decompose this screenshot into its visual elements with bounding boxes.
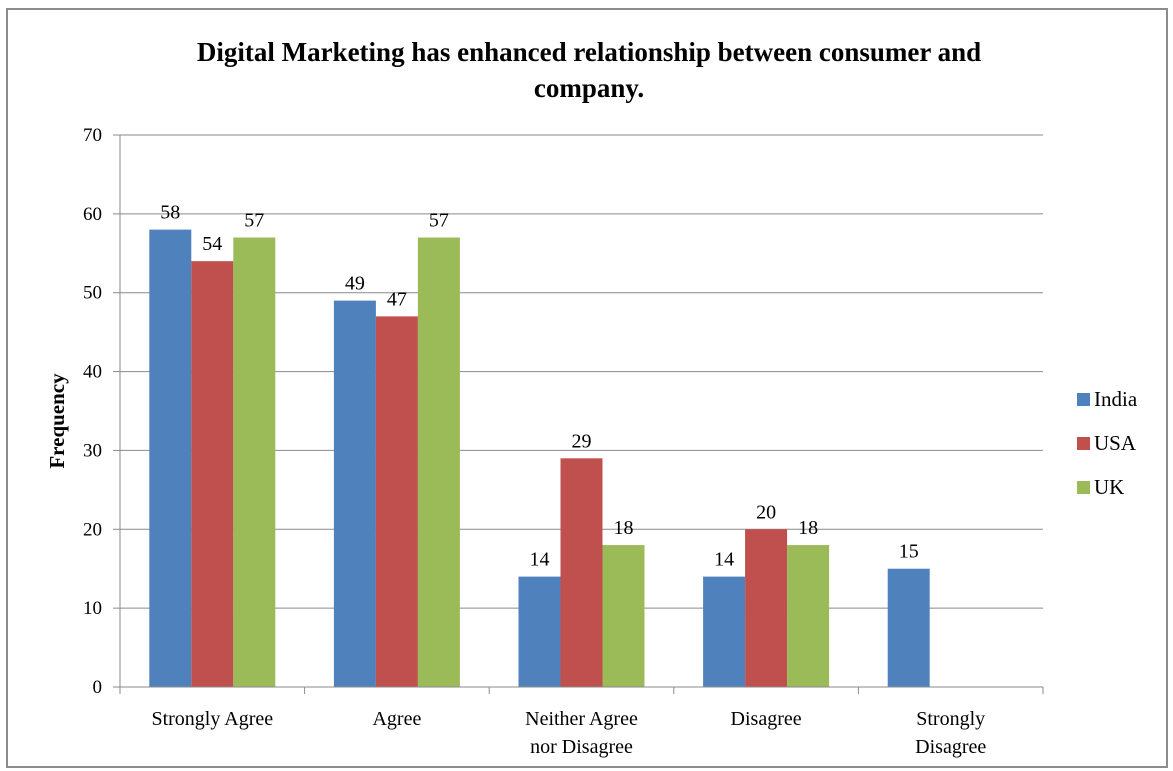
- data-label: 14: [714, 549, 734, 571]
- y-tick-label: 40: [83, 362, 102, 383]
- bar-uk: [233, 237, 276, 687]
- legend-swatch-india: [1077, 393, 1090, 406]
- data-label: 15: [899, 541, 919, 563]
- x-category-label: Neither Agree: [525, 708, 638, 730]
- data-label: 18: [614, 517, 634, 539]
- bar-uk: [417, 237, 460, 687]
- data-label: 49: [345, 273, 365, 295]
- y-tick-label: 60: [83, 204, 102, 225]
- data-label: 20: [756, 501, 776, 523]
- chart-frame: Digital Marketing has enhanced relations…: [6, 8, 1168, 768]
- data-label: 54: [202, 233, 222, 255]
- x-category-label: Strongly Agree: [151, 708, 273, 730]
- bar-india: [703, 576, 746, 687]
- data-label: 18: [798, 517, 818, 539]
- y-tick-label: 10: [83, 598, 102, 619]
- bar-india: [518, 576, 561, 687]
- x-category-label: Disagree: [915, 736, 986, 758]
- y-tick-label: 0: [93, 677, 103, 698]
- x-category-label: Agree: [372, 708, 421, 730]
- data-label: 57: [244, 210, 264, 232]
- legend: India USA UK: [1077, 387, 1138, 499]
- bar-uk: [787, 545, 830, 687]
- data-label: 14: [530, 549, 550, 571]
- y-axis-ticks: 0 10 20 30 40 50 60 70: [83, 125, 102, 698]
- bar-usa: [375, 316, 418, 687]
- bar-usa: [745, 529, 788, 687]
- bar-india: [149, 229, 192, 687]
- legend-label-uk: UK: [1094, 475, 1124, 499]
- x-category-label: Disagree: [731, 708, 802, 730]
- data-label: 58: [160, 202, 180, 224]
- x-axis-categories: Strongly Agree Agree Neither Agree nor Disa…: [151, 708, 986, 758]
- legend-label-usa: USA: [1094, 431, 1137, 455]
- bar-india: [887, 568, 930, 687]
- chart-title-line: company.: [534, 73, 644, 103]
- bar-india: [333, 300, 376, 687]
- legend-swatch-usa: [1077, 437, 1090, 450]
- y-tick-label: 70: [83, 125, 102, 146]
- data-label: 29: [572, 430, 592, 452]
- x-category-label: Strongly: [916, 708, 985, 730]
- legend-swatch-uk: [1077, 481, 1090, 494]
- y-axis-label: Frequency: [45, 373, 69, 469]
- legend-label-india: India: [1094, 387, 1138, 411]
- axes: [119, 135, 1044, 694]
- data-labels: 58 54 57 49 47 57 14 29 18 14 20 18 15: [160, 202, 918, 571]
- y-tick-label: 20: [83, 519, 102, 540]
- bar-uk: [602, 545, 645, 687]
- y-tick-label: 50: [83, 283, 102, 304]
- bar-chart: Digital Marketing has enhanced relations…: [45, 37, 1138, 758]
- data-label: 47: [387, 288, 407, 310]
- data-label: 57: [429, 210, 449, 232]
- chart-title-line: Digital Marketing has enhanced relations…: [197, 37, 981, 67]
- bar-usa: [560, 458, 603, 687]
- chart-title: Digital Marketing has enhanced relations…: [197, 37, 981, 103]
- bar-usa: [191, 261, 234, 687]
- bars: [149, 229, 930, 687]
- x-category-label: nor Disagree: [530, 736, 633, 758]
- y-tick-label: 30: [83, 440, 102, 461]
